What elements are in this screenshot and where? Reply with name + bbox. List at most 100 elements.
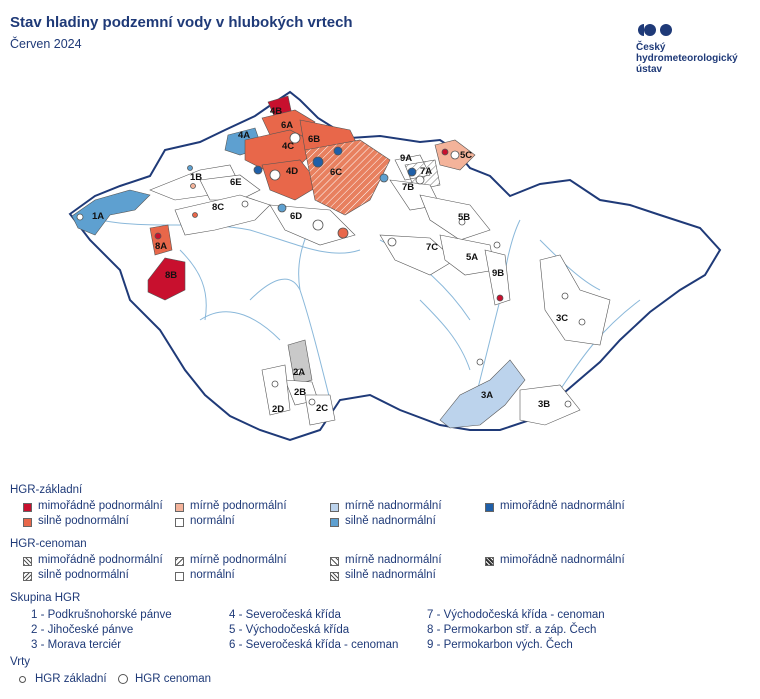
- region-3A: [439, 359, 526, 429]
- svg-text:7A: 7A: [420, 166, 432, 177]
- chmi-logo: Český hydrometeorologický ústav: [636, 22, 754, 75]
- region-8B: [147, 257, 186, 301]
- region-6E: [199, 174, 261, 201]
- skupina-item-9: 9 - Permokarbon vých. Čech: [427, 639, 573, 651]
- legend-c-item-7: silně nadnormální: [345, 569, 436, 581]
- svg-text:2C: 2C: [316, 403, 328, 414]
- swatch-cenoman-2: [175, 557, 184, 566]
- svg-text:8C: 8C: [212, 202, 224, 213]
- svg-text:6B: 6B: [308, 134, 320, 145]
- legend-z-item-2: mírně podnormální: [190, 500, 287, 512]
- svg-text:6E: 6E: [230, 177, 242, 188]
- well-basic-icon: [19, 676, 26, 683]
- legend-c-item-2: mírně podnormální: [190, 554, 287, 566]
- svg-text:4B: 4B: [270, 106, 282, 117]
- legend-c-item-1: mimořádně podnormální: [38, 554, 163, 566]
- swatch-strong-below: [23, 518, 32, 527]
- region-3B: [519, 384, 581, 426]
- svg-text:6D: 6D: [290, 211, 302, 222]
- czech-map: 1A 1B 2A 2B 2C 2D 3A 3B 3C 4A 4B 4C 4D 5…: [68, 90, 722, 442]
- logo-line-1: Český: [636, 42, 666, 53]
- skupina-item-3: 3 - Morava terciér: [31, 639, 122, 651]
- hgr-regions: [71, 95, 611, 429]
- legend-cenoman-title: HGR-cenoman: [10, 538, 87, 550]
- svg-text:2A: 2A: [293, 367, 305, 378]
- svg-text:3A: 3A: [481, 390, 493, 401]
- legend-c-item-6: normální: [190, 569, 235, 581]
- swatch-extreme-below: [23, 503, 32, 512]
- svg-text:5A: 5A: [466, 252, 478, 263]
- logo-mark-icon: [636, 22, 754, 40]
- svg-text:7B: 7B: [402, 182, 414, 193]
- svg-text:8A: 8A: [155, 241, 167, 252]
- region-2D: [261, 364, 291, 416]
- svg-text:3C: 3C: [556, 313, 568, 324]
- legend-z-item-5: silně podnormální: [38, 515, 129, 527]
- svg-text:1B: 1B: [190, 172, 202, 183]
- wells: [76, 132, 586, 408]
- well-cenoman-icon: [118, 674, 128, 684]
- region-6D: [269, 204, 356, 246]
- svg-text:4C: 4C: [282, 141, 294, 152]
- legend-skupina-title: Skupina HGR: [10, 592, 81, 604]
- legend-c-item-5: silně podnormální: [38, 569, 129, 581]
- svg-text:5C: 5C: [460, 150, 472, 161]
- swatch-extreme-above: [485, 503, 494, 512]
- vrty-item-2: HGR cenoman: [135, 673, 212, 685]
- skupina-item-1: 1 - Podkrušnohorské pánve: [31, 609, 172, 621]
- region-5B: [419, 194, 491, 241]
- skupina-item-8: 8 - Permokarbon stř. a záp. Čech: [427, 624, 597, 636]
- region-9B: [484, 249, 511, 306]
- legend-z-item-3: mírně nadnormální: [345, 500, 442, 512]
- legend-c-item-3: mírně nadnormální: [345, 554, 442, 566]
- region-1A: [71, 189, 151, 236]
- svg-text:1A: 1A: [92, 211, 104, 222]
- legend-z-item-1: mimořádně podnormální: [38, 500, 163, 512]
- svg-text:4A: 4A: [238, 130, 250, 141]
- swatch-mild-below: [175, 503, 184, 512]
- map-title: Stav hladiny podzemní vody v hlubokých v…: [10, 14, 353, 31]
- svg-text:6A: 6A: [281, 120, 293, 131]
- skupina-item-5: 5 - Východočeská křída: [229, 624, 350, 636]
- legend-zakladni-title: HGR-základní: [10, 484, 83, 496]
- svg-text:9A: 9A: [400, 153, 412, 164]
- svg-text:5B: 5B: [458, 212, 470, 223]
- swatch-normal: [175, 518, 184, 527]
- swatch-cenoman-3: [330, 557, 339, 566]
- region-7A: [404, 159, 441, 191]
- vrty-item-1: HGR základní: [35, 673, 107, 685]
- svg-text:2B: 2B: [294, 387, 306, 398]
- swatch-cenoman-1: [23, 557, 32, 566]
- swatch-mild-above: [330, 503, 339, 512]
- swatch-cenoman-6: [175, 572, 184, 581]
- region-labels: 1A 1B 2A 2B 2C 2D 3A 3B 3C 4A 4B 4C 4D 5…: [92, 106, 568, 415]
- swatch-cenoman-5: [23, 572, 32, 581]
- svg-text:4D: 4D: [286, 166, 298, 177]
- svg-text:2D: 2D: [272, 404, 284, 415]
- region-6C: [304, 139, 391, 216]
- legend-vrty-title: Vrty: [10, 656, 31, 668]
- legend-z-item-7: silně nadnormální: [345, 515, 436, 527]
- legend-c-item-4: mimořádně nadnormální: [500, 554, 625, 566]
- skupina-item-2: 2 - Jihočeské pánve: [31, 624, 134, 636]
- svg-text:9B: 9B: [492, 268, 504, 279]
- svg-text:7C: 7C: [426, 242, 438, 253]
- skupina-item-7: 7 - Východočeská křída - cenoman: [427, 609, 605, 621]
- map-subtitle: Červen 2024: [10, 37, 82, 51]
- region-3C: [539, 254, 611, 346]
- region-5A: [439, 234, 496, 276]
- logo-line-3: ústav: [636, 64, 663, 75]
- region-7C: [379, 234, 456, 276]
- swatch-cenoman-7: [330, 572, 339, 581]
- svg-text:8B: 8B: [165, 270, 177, 281]
- swatch-cenoman-4: [485, 557, 494, 566]
- logo-line-2: hydrometeorologický: [636, 53, 738, 64]
- skupina-item-4: 4 - Severočeská křída: [229, 609, 341, 621]
- legend-z-item-6: normální: [190, 515, 235, 527]
- svg-text:3B: 3B: [538, 399, 550, 410]
- swatch-strong-above: [330, 518, 339, 527]
- legend-z-item-4: mimořádně nadnormální: [500, 500, 625, 512]
- skupina-item-6: 6 - Severočeská křída - cenoman: [229, 639, 399, 651]
- region-2A: [287, 339, 313, 386]
- region-8A: [149, 224, 173, 256]
